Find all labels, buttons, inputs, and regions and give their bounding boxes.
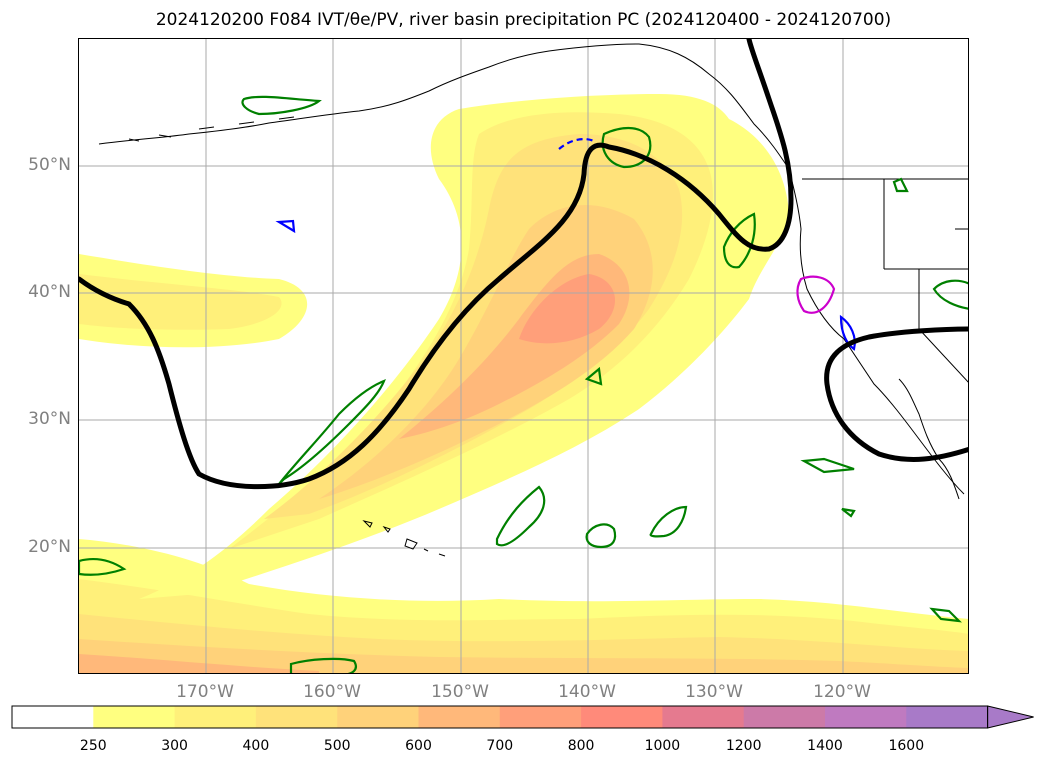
longitude-label-120w: 120°W xyxy=(813,682,871,702)
colorbar-tick-label: 250 xyxy=(79,738,107,754)
longitude-label-130w: 130°W xyxy=(685,682,743,702)
map-title: 2024120200 F084 IVT/θe/PV, river basin p… xyxy=(155,10,892,30)
colorbar-segment xyxy=(93,706,176,728)
graticule xyxy=(79,39,968,673)
longitude-label-160w: 160°W xyxy=(303,682,361,702)
colorbar-segment xyxy=(743,706,826,728)
longitude-label-150w: 150°W xyxy=(431,682,489,702)
latitude-label-50n: 50°N xyxy=(28,155,71,175)
colorbar-outline xyxy=(11,705,989,729)
latitude-label-20n: 20°N xyxy=(28,537,71,557)
colorbar-tick-label: 300 xyxy=(161,738,188,754)
latitude-label-30n: 30°N xyxy=(28,409,71,429)
colorbar-tick-label: 800 xyxy=(567,738,595,754)
colorbar-tick-label: 1200 xyxy=(725,738,762,754)
colorbar-segment xyxy=(12,706,94,728)
pv-contours xyxy=(79,95,968,673)
colorbar-tick-label: 600 xyxy=(405,738,432,754)
theta-e-contours xyxy=(79,39,968,490)
colorbar-segment xyxy=(174,706,257,728)
colorbar-tick-label: 1400 xyxy=(807,738,843,754)
colorbar-extend-arrow xyxy=(987,705,1034,729)
latitude-label-40n: 40°N xyxy=(28,282,71,302)
colorbar-segment xyxy=(255,706,338,728)
ivt-shading-atmospheric-river xyxy=(79,94,789,599)
colorbar xyxy=(11,705,1034,729)
colorbar-tick-label: 500 xyxy=(323,738,351,754)
colorbar-segment xyxy=(825,706,907,728)
longitude-label-170w: 170°W xyxy=(176,682,234,702)
colorbar-segment xyxy=(337,706,419,728)
ivt-shading-southern-band xyxy=(79,539,968,673)
map-canvas xyxy=(79,39,968,673)
longitude-label-140w: 140°W xyxy=(558,682,616,702)
colorbar-segment xyxy=(662,706,745,728)
colorbar-tick-label: 1000 xyxy=(644,738,681,754)
colorbar-segment xyxy=(581,706,663,728)
colorbar-tick-label: 700 xyxy=(486,738,514,754)
colorbar-segment xyxy=(906,706,989,728)
coastlines xyxy=(98,43,968,557)
colorbar-segment xyxy=(499,706,582,728)
colorbar-segment xyxy=(418,706,501,728)
map-panel[interactable] xyxy=(78,38,969,674)
colorbar-tick-label: 400 xyxy=(242,738,270,754)
colorbar-tick-label: 1600 xyxy=(888,738,925,754)
